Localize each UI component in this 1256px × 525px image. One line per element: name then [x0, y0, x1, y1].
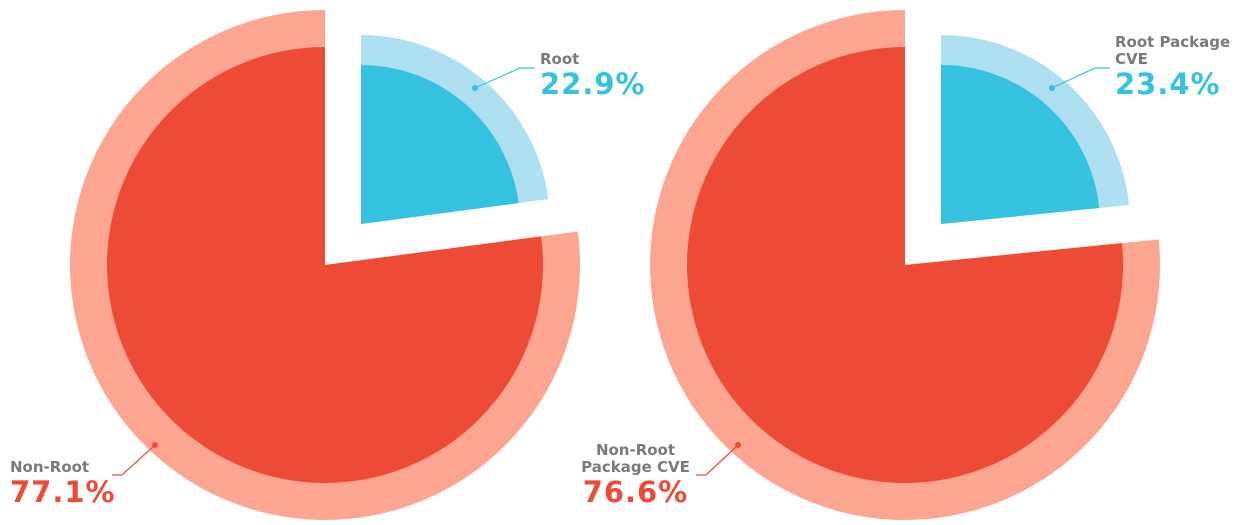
leader-line: [112, 444, 156, 476]
value-label: 23.4%: [1115, 67, 1221, 101]
slice-label: Root 22.9%: [540, 50, 740, 101]
value-label: 76.6%: [582, 475, 689, 509]
slice: [686, 47, 1123, 483]
slice-label: Non-Root 77.1%: [10, 458, 210, 509]
leader-line: [1051, 67, 1110, 89]
leader-line: [696, 444, 739, 476]
leader-dot: [152, 442, 158, 448]
category-label: Root Package CVE: [1115, 33, 1231, 68]
leader-line: [474, 67, 535, 89]
slice-label: Non-Root Package CVE 76.6%: [578, 441, 693, 509]
category-label: Root: [540, 50, 580, 68]
value-label: 77.1%: [10, 475, 116, 509]
leader-dot: [472, 85, 478, 91]
slice: [941, 65, 1100, 224]
slice: [361, 65, 519, 224]
slice: [106, 47, 543, 483]
leader-dot: [1049, 85, 1055, 91]
value-label: 22.9%: [540, 67, 646, 101]
category-label: Non-Root: [10, 458, 90, 476]
leader-dot: [735, 442, 741, 448]
category-label: Non-Root Package CVE: [581, 441, 690, 476]
slice-label: Root Package CVE 23.4%: [1115, 33, 1256, 101]
